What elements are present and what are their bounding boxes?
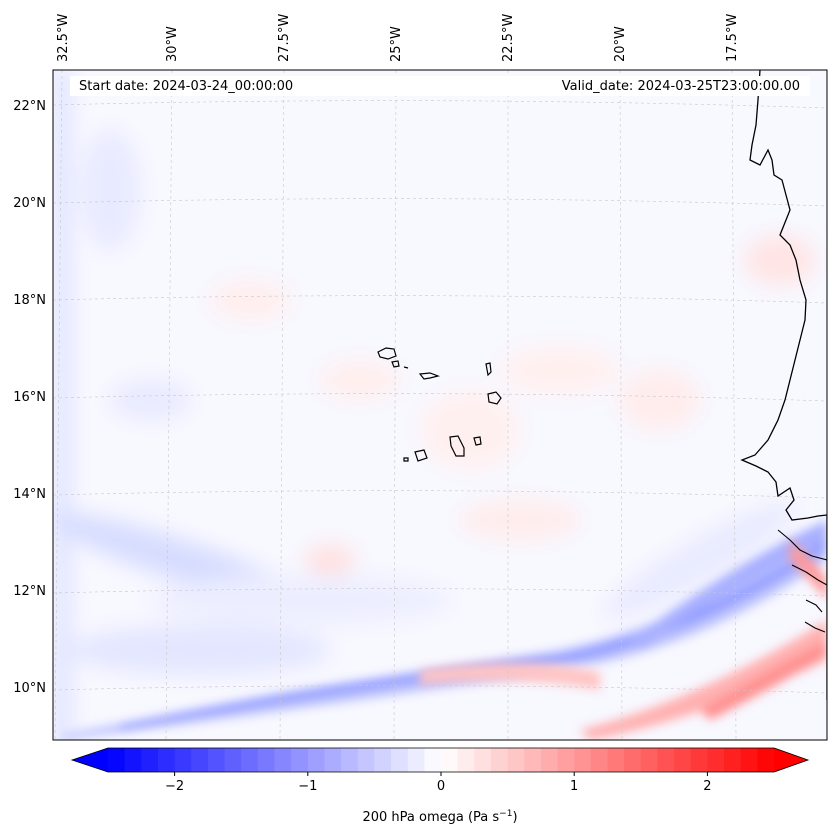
colorbar-label-exponent: −1	[499, 809, 512, 819]
colorbar-segment	[141, 748, 159, 772]
colorbar-segment	[474, 748, 492, 772]
colorbar-label-main: 200 hPa omega (Pa s	[362, 810, 499, 825]
fogo-island	[414, 449, 428, 462]
africa-coastline	[740, 70, 827, 700]
colorbar-segment	[507, 748, 525, 772]
colorbar-tick-label: 2	[703, 779, 711, 794]
colorbar-tick-label: −1	[298, 779, 317, 794]
latitude-labels: 22°N 20°N 18°N 16°N 14°N 12°N 10°N	[13, 99, 46, 696]
longitude-labels: 32.5°W 30°W 27.5°W 25°W 22.5°W 20°W 17.5…	[56, 14, 740, 62]
colorbar-segment	[191, 748, 209, 772]
colorbar-segment	[490, 748, 509, 772]
colorbar-segment	[357, 748, 375, 772]
map-frame	[52, 69, 828, 741]
colorbar-segment	[241, 748, 259, 772]
lat-label-12n: 12°N	[13, 584, 46, 599]
colorbar-segment	[674, 748, 692, 772]
ascent-band	[60, 520, 827, 740]
descent-band	[420, 540, 827, 740]
lon-label-17-5w: 17.5°W	[725, 14, 740, 62]
colorbar-segment	[690, 748, 708, 772]
colorbar-segment	[341, 748, 359, 772]
lat-label-20n: 20°N	[13, 196, 46, 211]
maio-island	[473, 436, 482, 446]
colorbar-segment	[607, 748, 625, 772]
colorbar-segment	[207, 748, 226, 772]
colorbar-segment	[657, 748, 675, 772]
omega-field-shading	[53, 70, 815, 740]
colorbar-segment	[707, 748, 725, 772]
colorbar-tick-label: −2	[165, 779, 184, 794]
lat-label-10n: 10°N	[13, 681, 46, 696]
colorbar-segment	[590, 748, 608, 772]
map-field	[53, 70, 827, 740]
colorbar-segment	[441, 748, 459, 772]
date-label-box	[70, 76, 810, 96]
colorbar-segment	[724, 748, 742, 772]
colorbar-segment	[574, 748, 592, 772]
colorbar-segment	[324, 748, 342, 772]
sao-nicolau-island	[418, 372, 441, 380]
lon-label-22-5w: 22.5°W	[501, 14, 516, 62]
brava-island	[403, 457, 409, 462]
colorbar-segment	[540, 748, 559, 772]
colorbar-segment	[624, 748, 642, 772]
colorbar-segment	[640, 748, 658, 772]
colorbar-segment	[157, 748, 176, 772]
colorbar-segment	[391, 748, 409, 772]
colorbar-segment	[524, 748, 542, 772]
valid-date-label: Valid_date: 2024-03-25T23:00:00.00	[562, 79, 800, 94]
lon-label-30w: 30°W	[165, 26, 180, 62]
colorbar-segment	[174, 748, 192, 772]
guinea-bissau-coast	[777, 529, 827, 633]
colorbar-label: 200 hPa omega (Pa s−1)	[362, 809, 517, 825]
lon-label-25w: 25°W	[389, 26, 404, 62]
colorbar-tick-label: 1	[570, 779, 578, 794]
boa-vista-island	[487, 391, 502, 405]
sao-vicente-island	[391, 360, 400, 368]
colorbar	[70, 747, 810, 773]
colorbar-segment	[124, 748, 142, 772]
colorbar-segment	[257, 748, 275, 772]
colorbar-extend-max	[774, 748, 808, 772]
santo-antao-island	[377, 347, 397, 360]
cape-verde-islands	[377, 347, 502, 462]
colorbar-outline	[70, 747, 810, 773]
sal-island	[485, 362, 492, 377]
start-date-label: Start date: 2024-03-24_00:00:00	[79, 79, 293, 94]
graticule	[53, 70, 827, 740]
santa-luzia-island	[403, 366, 409, 369]
lon-label-32-5w: 32.5°W	[56, 14, 71, 62]
colorbar-segment	[407, 748, 425, 772]
lat-label-14n: 14°N	[13, 487, 46, 502]
colorbar-segment	[757, 748, 775, 772]
colorbar-segment	[307, 748, 325, 772]
colorbar-segment	[274, 748, 292, 772]
lat-label-22n: 22°N	[13, 99, 46, 114]
colorbar-extend-min	[72, 748, 108, 772]
lon-label-20w: 20°W	[613, 26, 628, 62]
colorbar-tick-label: 0	[437, 779, 445, 794]
lat-label-16n: 16°N	[13, 390, 46, 405]
colorbar-segment	[424, 748, 442, 772]
colorbar-segment	[740, 748, 758, 772]
santiago-island	[449, 435, 465, 457]
colorbar-segment	[291, 748, 309, 772]
lon-label-27-5w: 27.5°W	[277, 14, 292, 62]
colorbar-label-close: )	[512, 810, 517, 825]
colorbar-segment	[457, 748, 475, 772]
colorbar-ticks: −2 −1 0 1 2	[165, 772, 712, 794]
colorbar-segment	[224, 748, 242, 772]
colorbar-segment	[557, 748, 575, 772]
colorbar-segment	[374, 748, 392, 772]
colorbar-segment	[108, 748, 126, 772]
lat-label-18n: 18°N	[13, 293, 46, 308]
